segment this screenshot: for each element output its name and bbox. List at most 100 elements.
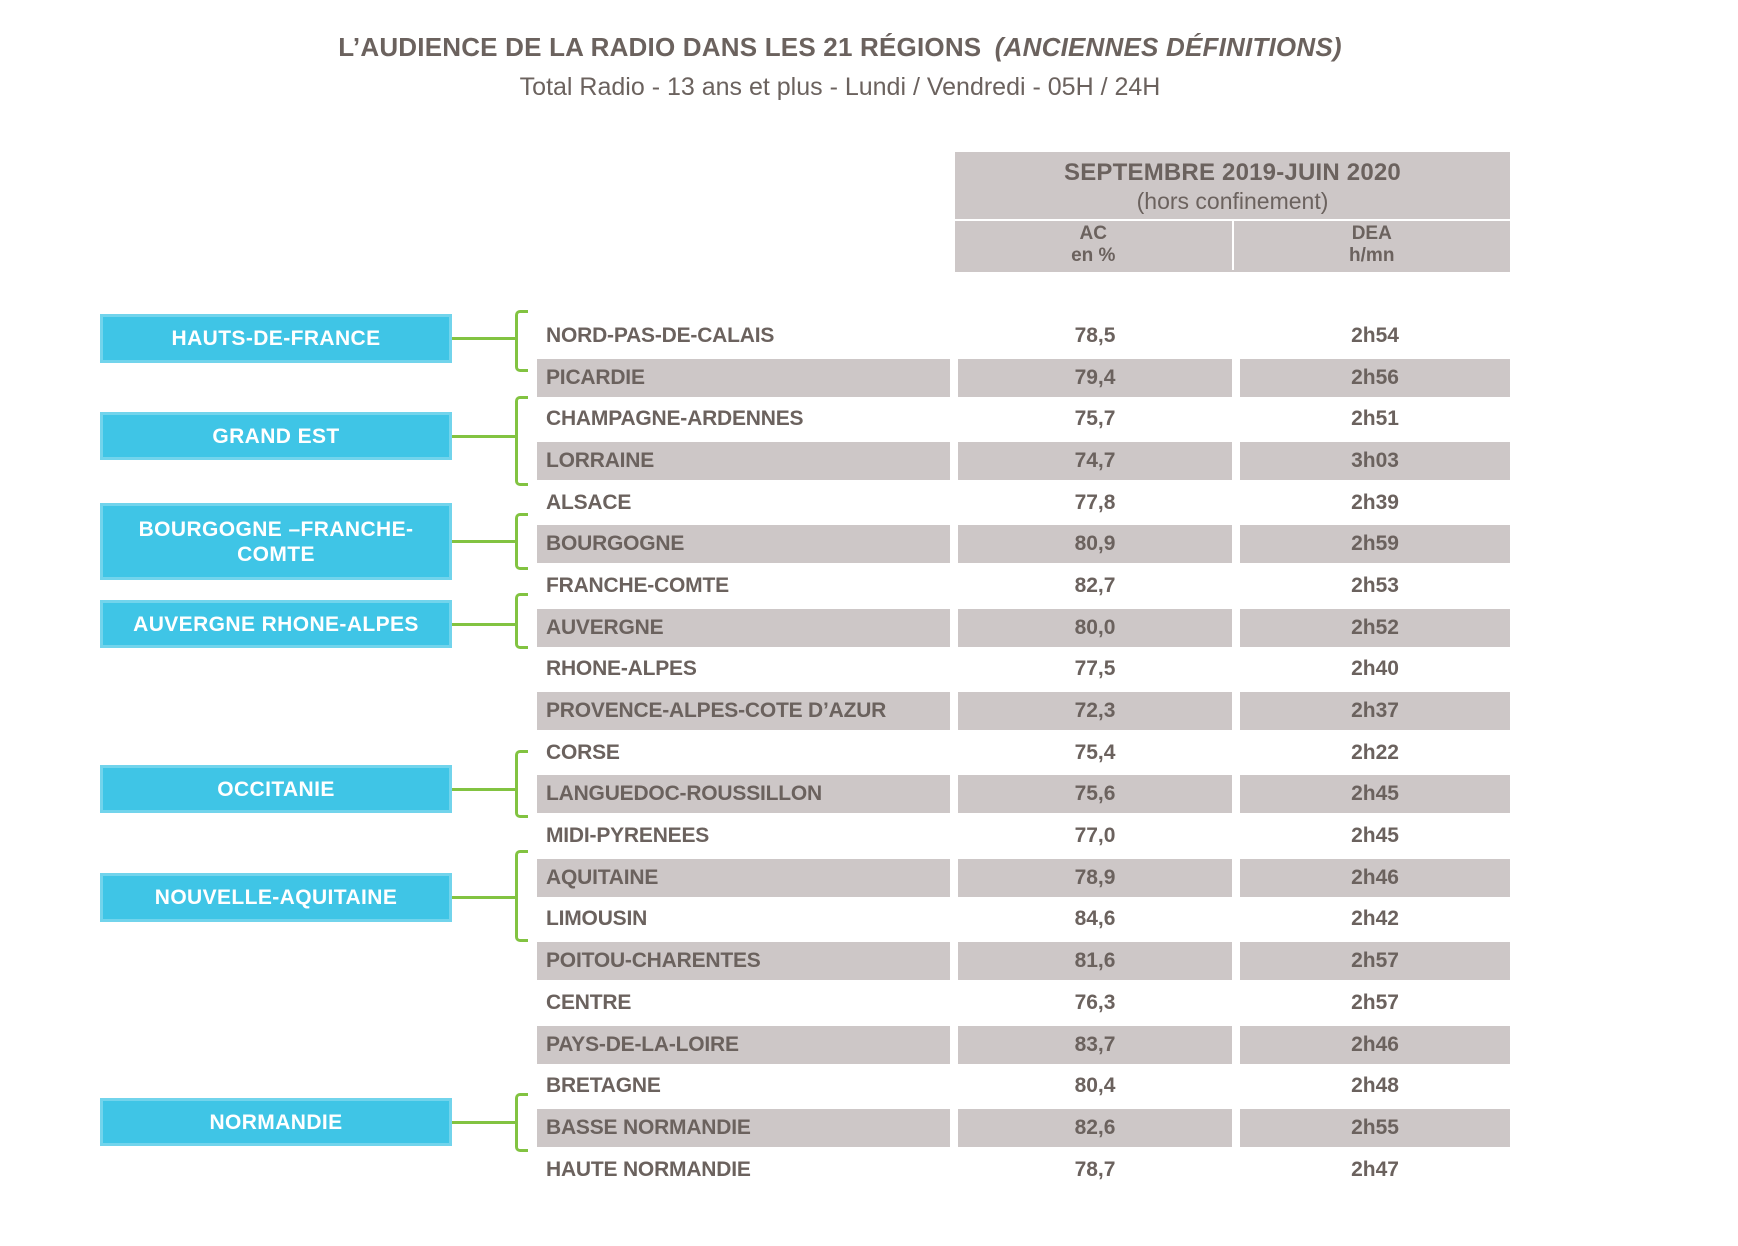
- bracket-line: [515, 850, 528, 942]
- old-region-name: LANGUEDOC-ROUSSILLON: [537, 775, 950, 814]
- new-region-label: GRAND EST: [212, 424, 340, 448]
- bracket-line: [515, 593, 528, 649]
- new-region-box: OCCITANIE: [100, 765, 452, 813]
- ac-value: 80,4: [1074, 1074, 1116, 1098]
- old-region-name: BOURGOGNE: [537, 525, 950, 564]
- page-title: L’AUDIENCE DE LA RADIO DANS LES 21 RÉGIO…: [0, 32, 1680, 63]
- old-region-name: AQUITAINE: [537, 858, 950, 897]
- table-row: ALSACE 77,8 2h39: [537, 482, 1510, 524]
- old-region-name: AUVERGNE: [537, 608, 950, 647]
- old-region-name: FRANCHE-COMTE: [546, 573, 729, 597]
- old-region-name: LORRAINE: [537, 441, 950, 480]
- dea-value: 2h40: [1351, 657, 1399, 681]
- bracket-line: [515, 396, 528, 486]
- old-region-name: ALSACE: [546, 490, 632, 514]
- table-row: POITOU-CHARENTES 81,6 2h57: [537, 940, 1510, 982]
- table-row: BRETAGNE 80,4 2h48: [537, 1065, 1510, 1107]
- dea-value: 2h48: [1351, 1074, 1399, 1098]
- bracket-line: [515, 513, 528, 570]
- dea-value: 2h45: [1351, 824, 1399, 848]
- ac-unit: en %: [1071, 245, 1116, 266]
- bracket-line: [515, 1093, 528, 1152]
- dea-value: 2h56: [1240, 358, 1510, 397]
- new-region-label: NORMANDIE: [209, 1110, 343, 1134]
- table-row: BASSE NORMANDIE 82,6 2h55: [537, 1107, 1510, 1149]
- ac-value: 80,9: [958, 525, 1232, 564]
- old-region-name: NORD-PAS-DE-CALAIS: [546, 323, 775, 347]
- old-region-name: RHONE-ALPES: [546, 657, 697, 681]
- column-header-dea: DEA h/mn: [1234, 221, 1511, 270]
- connector-line: [452, 337, 516, 340]
- table-row: CHAMPAGNE-ARDENNES 75,7 2h51: [537, 398, 1510, 440]
- new-region-box: HAUTS-DE-FRANCE: [100, 314, 452, 363]
- old-region-name: CENTRE: [546, 990, 632, 1014]
- old-region-name: HAUTE NORMANDIE: [546, 1157, 751, 1181]
- new-region-box: AUVERGNE RHONE-ALPES: [100, 600, 452, 648]
- title-qualifier: (ANCIENNES DÉFINITIONS): [994, 32, 1342, 62]
- ac-value: 82,6: [958, 1108, 1232, 1147]
- new-region-label: AUVERGNE RHONE-ALPES: [133, 612, 419, 636]
- ac-value: 75,7: [1074, 407, 1116, 431]
- connector-line: [452, 896, 516, 899]
- dea-value: 2h57: [1240, 942, 1510, 981]
- table-row: NORD-PAS-DE-CALAIS 78,5 2h54: [537, 315, 1510, 357]
- old-region-name: PICARDIE: [537, 358, 950, 397]
- connector-line: [452, 434, 516, 438]
- table-row: FRANCHE-COMTE 82,7 2h53: [537, 565, 1510, 607]
- dea-value: 2h22: [1351, 740, 1399, 764]
- old-region-name: CORSE: [546, 740, 620, 764]
- title-block: L’AUDIENCE DE LA RADIO DANS LES 21 RÉGIO…: [0, 32, 1680, 102]
- table-row: LANGUEDOC-ROUSSILLON 75,6 2h45: [537, 774, 1510, 816]
- column-headers: AC en % DEA h/mn: [955, 221, 1510, 270]
- dea-value: 2h45: [1240, 775, 1510, 814]
- new-region-box: GRAND EST: [100, 412, 452, 460]
- ac-value: 84,6: [1074, 907, 1116, 931]
- table-row: RHONE-ALPES 77,5 2h40: [537, 649, 1510, 691]
- new-region-label: BOURGOGNE –FRANCHE- COMTE: [138, 517, 414, 566]
- dea-value: 2h53: [1351, 573, 1399, 597]
- ac-value: 77,0: [1074, 824, 1116, 848]
- dea-value: 2h59: [1240, 525, 1510, 564]
- period-label: SEPTEMBRE 2019-JUIN 2020: [1064, 159, 1401, 186]
- old-region-name: POITOU-CHARENTES: [537, 942, 950, 981]
- ac-value: 78,7: [1074, 1157, 1116, 1181]
- old-region-name: BRETAGNE: [546, 1074, 661, 1098]
- old-region-name: BASSE NORMANDIE: [537, 1108, 950, 1147]
- table-row: BOURGOGNE 80,9 2h59: [537, 523, 1510, 565]
- table-rows: NORD-PAS-DE-CALAIS 78,5 2h54 PICARDIE 79…: [537, 315, 1510, 1190]
- ac-value: 75,4: [1074, 740, 1116, 764]
- dea-value: 2h46: [1240, 1025, 1510, 1064]
- ac-value: 78,5: [1074, 323, 1116, 347]
- ac-value: 79,4: [958, 358, 1232, 397]
- dea-value: 2h42: [1351, 907, 1399, 931]
- table-row: HAUTE NORMANDIE 78,7 2h47: [537, 1149, 1510, 1191]
- connector-line: [452, 540, 516, 543]
- table-row: CORSE 75,4 2h22: [537, 732, 1510, 774]
- table-row: LIMOUSIN 84,6 2h42: [537, 899, 1510, 941]
- dea-value: 3h03: [1240, 441, 1510, 480]
- connector-line: [452, 622, 516, 626]
- new-region-box: NORMANDIE: [100, 1098, 452, 1146]
- ac-value: 82,7: [1074, 573, 1116, 597]
- period-note: (hors confinement): [1136, 188, 1329, 214]
- title-main: L’AUDIENCE DE LA RADIO DANS LES 21 RÉGIO…: [338, 32, 982, 62]
- old-region-name: PAYS-DE-LA-LOIRE: [537, 1025, 950, 1064]
- dea-value: 2h37: [1240, 692, 1510, 731]
- dea-label: DEA: [1351, 223, 1392, 244]
- table-row: PICARDIE 79,4 2h56: [537, 357, 1510, 399]
- dea-value: 2h55: [1240, 1108, 1510, 1147]
- new-region-label: HAUTS-DE-FRANCE: [171, 327, 381, 350]
- dea-value: 2h52: [1240, 608, 1510, 647]
- period-header-top: SEPTEMBRE 2019-JUIN 2020 (hors confineme…: [955, 152, 1510, 221]
- period-header-box: SEPTEMBRE 2019-JUIN 2020 (hors confineme…: [955, 152, 1510, 272]
- ac-value: 81,6: [958, 942, 1232, 981]
- dea-value: 2h51: [1351, 407, 1399, 431]
- table-row: MIDI-PYRENEES 77,0 2h45: [537, 815, 1510, 857]
- table-row: LORRAINE 74,7 3h03: [537, 440, 1510, 482]
- ac-value: 77,5: [1074, 657, 1116, 681]
- table-row: PAYS-DE-LA-LOIRE 83,7 2h46: [537, 1024, 1510, 1066]
- ac-value: 76,3: [1074, 990, 1116, 1014]
- dea-value: 2h39: [1351, 490, 1399, 514]
- connector-line: [452, 1120, 516, 1124]
